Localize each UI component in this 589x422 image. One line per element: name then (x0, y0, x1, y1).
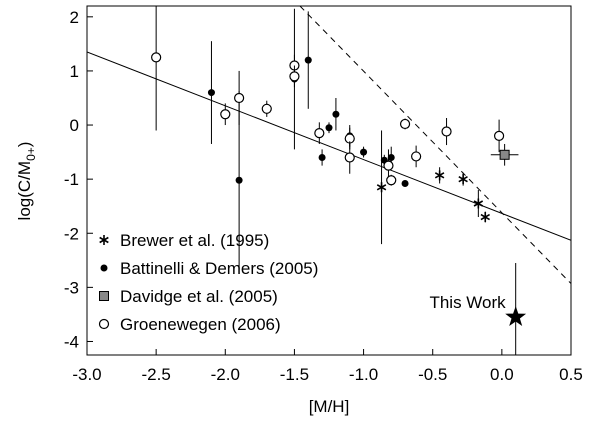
legend-label: Groenewegen (2006) (120, 315, 281, 334)
data-point (376, 182, 387, 193)
data-point (411, 151, 422, 162)
plot-frame (86, 5, 572, 356)
data-point (304, 56, 312, 64)
data-point (332, 110, 340, 118)
data-point (434, 170, 445, 181)
data-point (235, 176, 243, 184)
x-axis-label: [M/H] (309, 397, 350, 416)
annotation: This Work (429, 293, 506, 312)
data-point (505, 306, 527, 326)
data-point (151, 52, 162, 63)
y-label-end: ) (15, 142, 34, 148)
x-tick-label: -0.5 (418, 365, 447, 384)
data-point (493, 130, 505, 141)
y-tick-label: 2 (70, 8, 79, 27)
x-tick-label: 0.5 (559, 365, 583, 384)
x-tick-label: -2.5 (141, 365, 170, 384)
data-point (344, 152, 355, 163)
data-point (261, 103, 272, 114)
data-point (289, 71, 300, 82)
data-point (480, 212, 490, 223)
fit-line (87, 51, 571, 241)
data-point (401, 179, 409, 187)
data-point (318, 154, 326, 162)
y-label-sub: 0+ (24, 147, 38, 161)
y-tick-label: 1 (70, 62, 79, 81)
fit-line (299, 6, 571, 284)
data-point (473, 198, 484, 209)
y-tick-label: -1 (64, 170, 79, 189)
legend-marker (98, 318, 110, 330)
data-point (314, 128, 325, 139)
legend-label: Davidge et al. (2005) (120, 287, 278, 306)
data-point (220, 109, 231, 120)
y-tick-label: -3 (64, 278, 79, 297)
data-point (383, 160, 394, 171)
data-point (399, 118, 411, 130)
legend-marker (99, 235, 109, 245)
x-tick-label: -2.0 (211, 365, 240, 384)
x-tick-label: -1.5 (280, 365, 309, 384)
y-tick-label: -4 (64, 332, 79, 351)
data-point (458, 174, 468, 185)
x-tick-label: -3.0 (72, 365, 101, 384)
y-axis-label: log(C/M0+) (15, 142, 38, 221)
legend-label: Brewer et al. (1995) (120, 231, 269, 250)
legend-label: Battinelli & Demers (2005) (120, 259, 318, 278)
data-point (386, 175, 397, 186)
data-point (499, 149, 510, 160)
legend-marker (100, 264, 108, 272)
legend-marker (99, 291, 109, 301)
y-label-main: log(C/M (15, 161, 34, 221)
y-tick-label: 0 (70, 116, 79, 135)
data-point (360, 148, 368, 156)
y-tick-label: -2 (64, 224, 79, 243)
data-point (234, 92, 245, 104)
data-point (325, 124, 333, 132)
x-tick-label: -1.0 (349, 365, 378, 384)
data-point (207, 89, 215, 97)
x-tick-label: 0.0 (490, 365, 514, 384)
data-point (441, 126, 452, 137)
data-point (387, 154, 395, 162)
